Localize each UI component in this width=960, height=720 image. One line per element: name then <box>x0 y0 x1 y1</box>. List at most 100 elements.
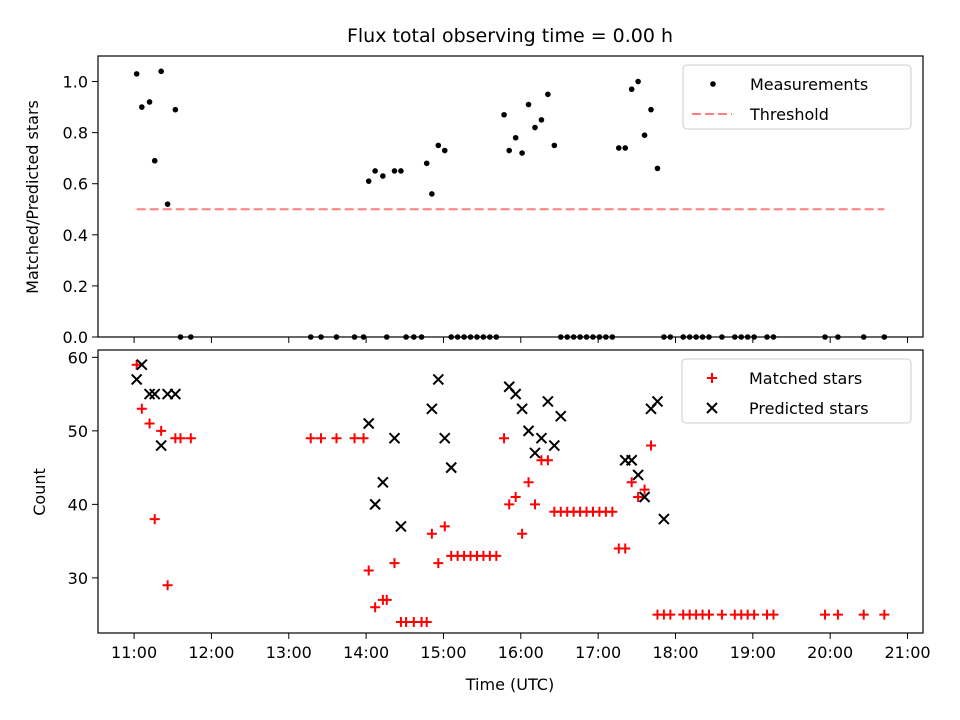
matched-stars-point <box>433 558 444 569</box>
legend-label: Threshold <box>749 105 829 124</box>
measurement-point <box>133 71 140 77</box>
measurement-point <box>525 101 532 108</box>
predicted-stars-point <box>542 395 554 408</box>
bottom-y-ticks: 30 40 50 60 <box>68 348 98 588</box>
bottom-legend: Matched stars Predicted stars <box>681 358 912 424</box>
matched-stars-point <box>510 492 521 503</box>
predicted-stars-point <box>535 432 548 444</box>
measurement-point <box>158 68 164 75</box>
matched-stars-point <box>439 521 450 532</box>
matched-stars-point <box>131 359 142 370</box>
x-tick-label: 17:00 <box>575 643 621 662</box>
x-tick-label: 15:00 <box>420 643 466 662</box>
matched-stars-point <box>370 602 381 613</box>
measurement-point <box>512 134 519 141</box>
measurement-point <box>391 168 398 174</box>
measurement-point <box>164 201 171 207</box>
matched-stars-point <box>175 433 186 444</box>
matched-stars-point <box>529 499 540 510</box>
measurement-point <box>532 124 538 131</box>
matched-stars-point <box>144 418 155 429</box>
predicted-stars-point <box>432 373 445 386</box>
bottom-axes-frame <box>97 349 924 634</box>
matched-stars-point <box>517 528 528 539</box>
predicted-stars-point <box>377 476 389 489</box>
predicted-stars-point <box>439 432 451 444</box>
matched-stars-point <box>349 433 360 444</box>
measurement-point <box>551 142 558 149</box>
measurement-point <box>615 145 622 151</box>
top-y-axis-label: Matched/Predicted stars <box>23 100 42 294</box>
predicted-stars-point <box>658 513 670 525</box>
y-tick-label: 50 <box>68 422 88 441</box>
measurement-point <box>146 99 153 105</box>
predicted-stars-point <box>130 373 143 386</box>
matched-stars-point <box>633 492 644 503</box>
measurement-point <box>538 117 545 123</box>
legend-label: Measurements <box>750 75 868 94</box>
predicted-stars-point <box>516 403 528 415</box>
chart-title: Flux total observing time = 0.00 h <box>347 25 673 47</box>
x-tick-label: 16:00 <box>498 643 544 662</box>
y-tick-label: 1.0 <box>63 73 88 92</box>
y-tick-label: 0.6 <box>63 175 88 194</box>
top-y-ticks: 0.0 0.2 0.4 0.6 0.8 1.0 <box>63 73 98 347</box>
predicted-stars-point <box>369 498 381 511</box>
matched-stars-point <box>832 609 843 620</box>
measurement-point <box>501 111 507 118</box>
matched-stars-point <box>381 594 392 605</box>
matched-stars-point <box>646 440 657 451</box>
measurement-point <box>441 147 448 154</box>
measurement-point <box>635 78 641 85</box>
legend-measurement-swatch <box>710 81 716 87</box>
x-tick-label: 20:00 <box>807 643 853 662</box>
measurement-point <box>506 147 513 154</box>
top-axes: 0.0 0.2 0.4 0.6 0.8 1.0 Matched/Predicted sta… <box>23 55 924 347</box>
matched-stars-point <box>820 609 831 620</box>
x-tick-label: 18:00 <box>652 643 698 662</box>
measurement-point <box>372 168 378 174</box>
predicted-stars-point <box>169 388 182 400</box>
top-legend: Measurements Threshold <box>682 64 912 130</box>
bottom-y-axis-label: Count <box>30 468 49 516</box>
matched-stars-point <box>620 543 631 554</box>
matched-stars-point <box>162 580 173 591</box>
matched-stars-point <box>879 609 890 620</box>
predicted-stars-point <box>529 447 541 459</box>
matched-stars-point <box>389 558 400 569</box>
measurement-point <box>435 142 442 149</box>
legend-label: Predicted stars <box>749 399 869 418</box>
predicted-stars-point <box>426 403 438 415</box>
predicted-stars-point <box>395 520 407 533</box>
y-tick-label: 40 <box>68 495 88 514</box>
predicted-stars-point <box>143 388 156 400</box>
legend-frame <box>682 64 912 130</box>
predicted-stars-point <box>155 439 167 452</box>
y-tick-label: 60 <box>68 348 88 367</box>
legend-matched-swatch <box>707 373 717 383</box>
matched-stars-point <box>421 616 432 627</box>
measurement-point <box>151 157 158 164</box>
measurement-point <box>423 160 430 167</box>
y-tick-label: 30 <box>68 569 88 588</box>
bottom-x-ticks: 11:00 12:00 13:00 14:00 15:00 16:00 17:00 18:00… <box>111 633 931 662</box>
measurement-point <box>622 145 629 151</box>
matched-stars-point <box>704 609 715 620</box>
bottom-plot-area <box>130 358 890 627</box>
matched-stars-point <box>499 433 510 444</box>
matched-stars-point <box>626 477 637 488</box>
measurement-point <box>380 173 386 179</box>
predicted-stars-point <box>445 461 457 474</box>
x-tick-label: 21:00 <box>884 643 930 662</box>
measurement-point <box>365 178 372 184</box>
x-tick-label: 19:00 <box>730 643 776 662</box>
y-tick-label: 0.2 <box>63 277 88 296</box>
x-axis-label: Time (UTC) <box>465 675 554 694</box>
x-tick-label: 11:00 <box>111 643 157 662</box>
predicted-stars-point <box>388 432 401 444</box>
measurement-point <box>545 91 551 98</box>
measurement-point <box>519 150 525 156</box>
matched-stars-point <box>665 609 676 620</box>
measurement-point <box>648 106 654 113</box>
matched-stars-point <box>858 609 869 620</box>
